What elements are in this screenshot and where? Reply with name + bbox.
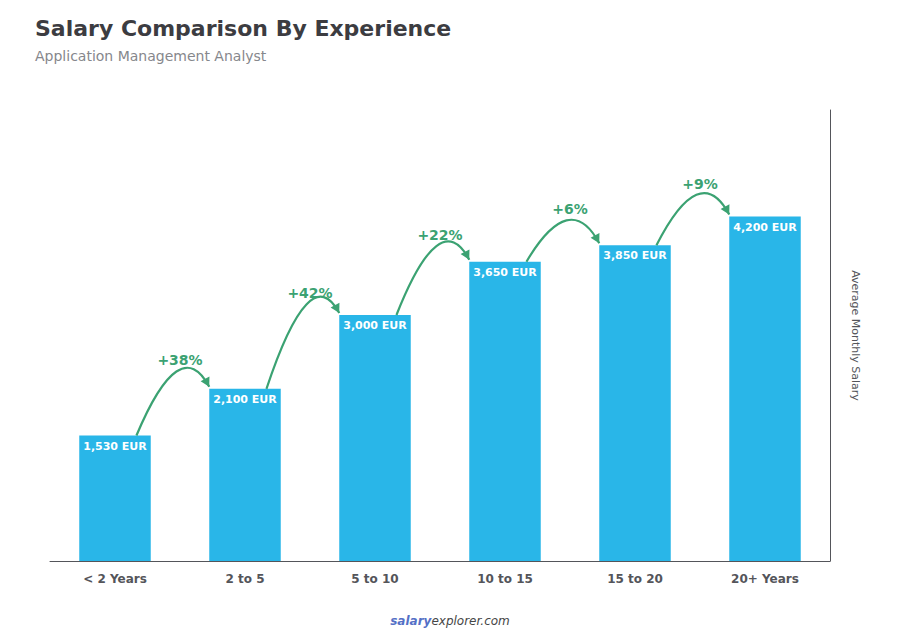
svg-text:2 to 5: 2 to 5 bbox=[225, 572, 264, 586]
svg-text:4,200 EUR: 4,200 EUR bbox=[733, 221, 797, 234]
svg-text:20+ Years: 20+ Years bbox=[731, 572, 799, 586]
svg-text:3,850 EUR: 3,850 EUR bbox=[603, 249, 667, 262]
svg-text:< 2 Years: < 2 Years bbox=[83, 572, 147, 586]
svg-text:3,000 EUR: 3,000 EUR bbox=[343, 319, 407, 332]
svg-text:+38%: +38% bbox=[157, 352, 202, 368]
svg-text:explorer.com: explorer.com bbox=[431, 614, 509, 628]
svg-text:+42%: +42% bbox=[287, 285, 332, 301]
svg-text:10 to 15: 10 to 15 bbox=[477, 572, 533, 586]
svg-text:5 to 10: 5 to 10 bbox=[351, 572, 398, 586]
svg-text:+9%: +9% bbox=[682, 176, 718, 192]
svg-text:+22%: +22% bbox=[417, 227, 462, 243]
svg-text:salary: salary bbox=[390, 614, 432, 628]
svg-text:1,530 EUR: 1,530 EUR bbox=[83, 440, 147, 453]
svg-text:Average Monthly Salary: Average Monthly Salary bbox=[849, 270, 862, 401]
svg-text:+6%: +6% bbox=[552, 201, 588, 217]
svg-text:3,650 EUR: 3,650 EUR bbox=[473, 266, 537, 279]
svg-text:Salary Comparison By Experienc: Salary Comparison By Experience bbox=[35, 16, 451, 41]
svg-text:2,100 EUR: 2,100 EUR bbox=[213, 393, 277, 406]
svg-text:Application Management Analyst: Application Management Analyst bbox=[35, 48, 267, 64]
svg-text:15 to 20: 15 to 20 bbox=[607, 572, 663, 586]
